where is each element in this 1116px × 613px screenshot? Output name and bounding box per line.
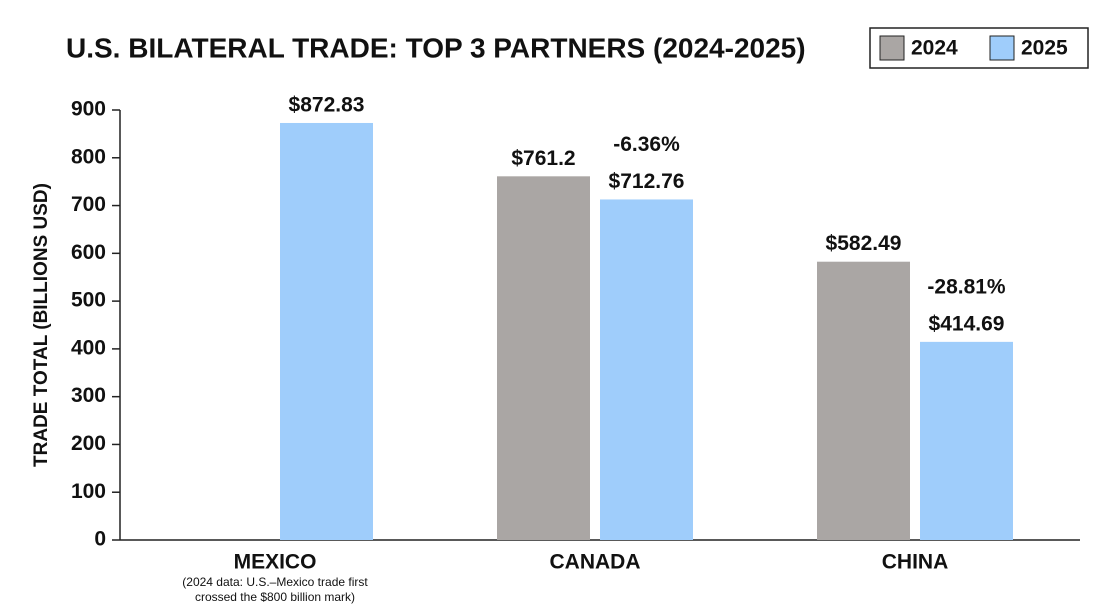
x-tick-label: CANADA (550, 551, 641, 574)
legend-label: 2024 (911, 37, 958, 60)
y-tick-label: 200 (71, 432, 106, 455)
bar (497, 176, 590, 540)
y-tick-label: 500 (71, 289, 106, 312)
category-note: (2024 data: U.S.–Mexico trade first (182, 575, 368, 589)
change-label: -28.81% (927, 275, 1006, 298)
bar (920, 341, 1013, 540)
value-label: $712.76 (609, 170, 685, 193)
bar (817, 261, 910, 540)
y-tick-label: 600 (71, 241, 106, 264)
change-label: -6.36% (613, 133, 680, 156)
y-tick-label: 800 (71, 145, 106, 168)
legend-box (869, 27, 1089, 69)
y-tick-label: 400 (71, 336, 106, 359)
legend-swatch (879, 35, 905, 61)
legend-swatch (989, 35, 1015, 61)
x-tick-label: CHINA (882, 551, 949, 574)
y-tick-label: 700 (71, 193, 106, 216)
y-tick-label: 100 (71, 480, 106, 503)
category-note: crossed the $800 billion mark) (195, 590, 355, 604)
bar (600, 199, 693, 540)
value-label: $582.49 (826, 232, 902, 255)
legend-label: 2025 (1021, 37, 1068, 60)
chart-title: U.S. BILATERAL TRADE: TOP 3 PARTNERS (20… (66, 32, 806, 63)
y-tick-label: 0 (94, 528, 106, 551)
value-label: $414.69 (929, 312, 1005, 335)
bar (280, 122, 373, 540)
value-label: $761.2 (511, 147, 575, 170)
x-tick-label: MEXICO (234, 551, 317, 574)
y-tick-label: 900 (71, 98, 106, 121)
y-tick-label: 300 (71, 384, 106, 407)
y-axis-label: TRADE TOTAL (BILLIONS USD) (31, 183, 52, 467)
value-label: $872.83 (289, 94, 365, 117)
